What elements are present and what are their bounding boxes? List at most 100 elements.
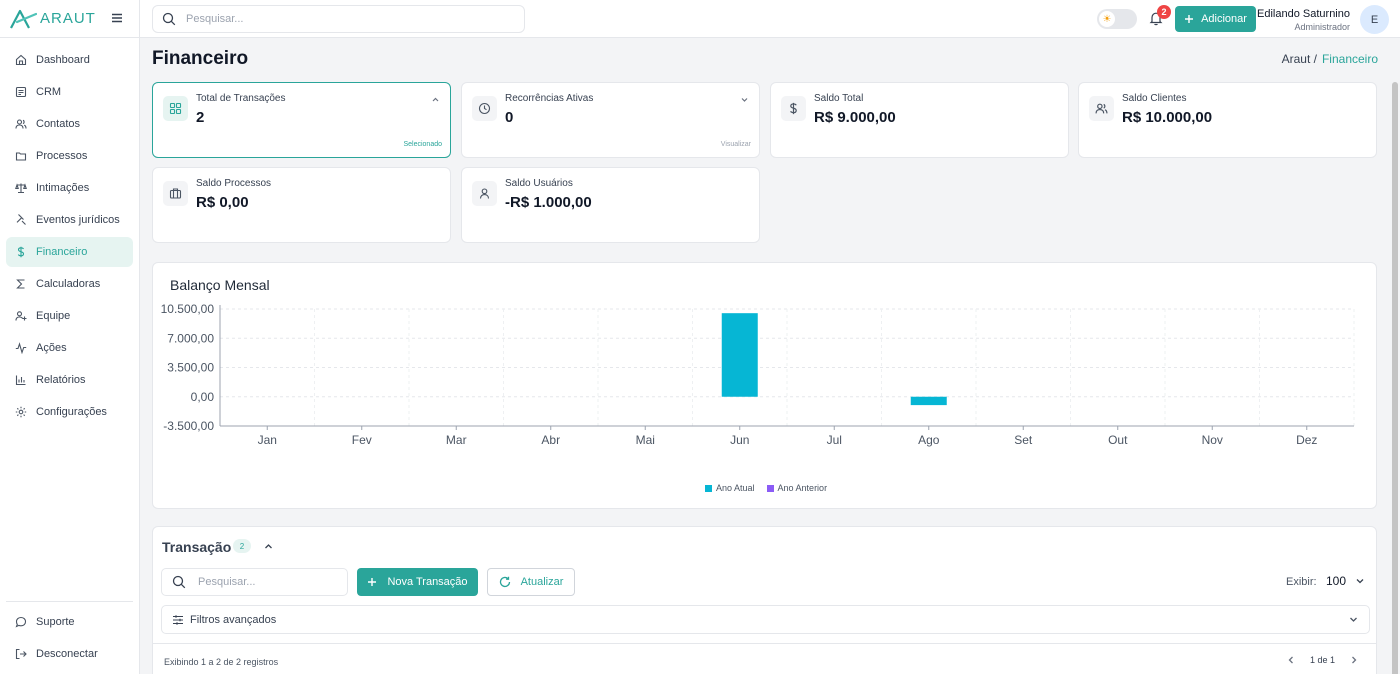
stat-card-total-transacoes[interactable]: Total de Transações 2 Selecionado — [152, 82, 451, 158]
sliders-icon — [173, 614, 183, 625]
sidebar-item-desconectar[interactable]: Desconectar — [6, 639, 133, 669]
clock-icon — [472, 96, 497, 121]
stat-card-recorrencias-ativas[interactable]: Recorrências Ativas 0 Visualizar — [461, 82, 760, 158]
folder-icon — [15, 152, 27, 161]
stat-value: R$ 9.000,00 — [814, 109, 896, 126]
user-plus-icon — [15, 311, 27, 321]
transactions-search[interactable] — [161, 568, 348, 596]
scale-icon — [15, 183, 27, 194]
sidebar-item-label: Intimações — [36, 182, 90, 194]
add-button[interactable]: Adicionar — [1175, 6, 1256, 32]
user-icon — [472, 181, 497, 206]
legend-item-ano-atual[interactable]: Ano Atual — [705, 483, 755, 493]
theme-toggle[interactable]: ☀ — [1097, 9, 1137, 29]
refresh-button[interactable]: Atualizar — [487, 568, 575, 596]
sidebar-item-suporte[interactable]: Suporte — [6, 607, 133, 637]
records-info: Exibindo 1 a 2 de 2 registros — [164, 657, 279, 667]
stat-label: Saldo Usuários — [505, 178, 573, 189]
page-indicator: 1 de 1 — [1310, 655, 1336, 665]
sidebar-item-label: Contatos — [36, 118, 81, 130]
x-tick-label: Jul — [827, 433, 842, 447]
chevron-up-icon[interactable] — [263, 541, 274, 552]
x-tick-label: Abr — [541, 433, 560, 447]
sidebar-item-label: Ações — [36, 342, 67, 354]
sidebar-item-label: Calculadoras — [36, 278, 101, 290]
legend-swatch — [766, 485, 774, 492]
page-size-select[interactable]: 100 — [1326, 574, 1365, 588]
users-icon — [1089, 96, 1114, 121]
sidebar-item-configuracoes[interactable]: Configurações — [6, 397, 133, 427]
stat-value: -R$ 1.000,00 — [505, 194, 592, 211]
chart-legend: Ano Atual Ano Anterior — [705, 483, 827, 493]
sidebar-item-intimacoes[interactable]: Intimações — [6, 173, 133, 203]
legend-swatch — [705, 485, 712, 492]
sidebar-item-label: Desconectar — [36, 648, 98, 660]
sidebar-item-financeiro[interactable]: Financeiro — [6, 237, 133, 267]
page-size-label: Exibir: — [1286, 576, 1317, 588]
transactions-card: Transação 2 Nova Transação Atualizar Exi… — [152, 526, 1377, 674]
dollar-icon — [781, 96, 806, 121]
breadcrumb-current: Financeiro — [1321, 52, 1378, 66]
stat-label: Saldo Clientes — [1122, 93, 1187, 104]
global-search[interactable] — [152, 5, 525, 33]
sidebar-bottom: Suporte Desconectar — [6, 601, 133, 671]
sidebar-item-label: Relatórios — [36, 374, 86, 386]
breadcrumb-root[interactable]: Araut / — [1281, 52, 1317, 66]
stat-label: Saldo Processos — [196, 178, 272, 189]
sidebar-item-calculadoras[interactable]: Calculadoras — [6, 269, 133, 299]
sidebar-item-relatorios[interactable]: Relatórios — [6, 365, 133, 395]
sidebar-item-processos[interactable]: Processos — [6, 141, 133, 171]
bar-ano-atual-ago — [910, 396, 947, 406]
transactions-search-input[interactable] — [198, 576, 338, 588]
stat-card-saldo-total: Saldo Total R$ 9.000,00 — [770, 82, 1069, 158]
transactions-count-badge: 2 — [233, 539, 251, 553]
sidebar-item-crm[interactable]: CRM — [6, 77, 133, 107]
transactions-title: Transação — [162, 539, 232, 555]
sidebar-item-contatos[interactable]: Contatos — [6, 109, 133, 139]
legend-item-ano-anterior[interactable]: Ano Anterior — [766, 483, 827, 493]
plus-icon — [368, 578, 377, 586]
logout-icon — [15, 648, 27, 660]
monthly-balance-chart: 10.500,00 7.000,00 3.500,00 0,00 -3.500,00 Ja… — [161, 302, 1355, 447]
advanced-filters[interactable]: Filtros avançados — [161, 605, 1370, 634]
gavel-icon — [16, 214, 26, 225]
sidebar-item-label: CRM — [36, 86, 62, 98]
chevron-right-icon[interactable] — [1349, 655, 1359, 665]
sidebar-item-acoes[interactable]: Ações — [6, 333, 133, 363]
logo[interactable]: ARAUT — [0, 0, 139, 38]
scrollbar-thumb[interactable] — [1392, 82, 1398, 674]
logo-text: ARAUT — [40, 10, 96, 27]
plus-icon — [1185, 15, 1194, 23]
page-title: Financeiro — [152, 48, 249, 69]
chevron-up-icon — [432, 97, 439, 102]
grid-icon — [163, 96, 188, 121]
stat-value: 2 — [196, 109, 205, 126]
x-tick-label: Fev — [352, 433, 372, 447]
chevron-left-icon[interactable] — [1286, 655, 1296, 665]
page-scrollbar[interactable] — [1390, 38, 1400, 674]
sidebar-item-label: Equipe — [36, 310, 71, 322]
menu-toggle-icon[interactable] — [110, 11, 124, 25]
new-transaction-label: Nova Transação — [387, 576, 468, 588]
notification-badge: 2 — [1157, 5, 1171, 19]
search-icon — [162, 12, 176, 26]
stat-value: R$ 0,00 — [196, 194, 249, 211]
sidebar-item-label: Processos — [36, 150, 88, 162]
crm-icon — [15, 86, 27, 98]
avatar[interactable]: E — [1360, 5, 1389, 34]
pagination: 1 de 1 — [1286, 655, 1359, 665]
new-transaction-button[interactable]: Nova Transação — [357, 568, 478, 596]
divider — [153, 643, 1376, 644]
monthly-balance-card: Balanço Mensal 10.500,00 7.000,00 3.500,00… — [152, 262, 1377, 509]
chevron-down-icon — [1350, 617, 1357, 622]
global-search-input[interactable] — [186, 13, 486, 25]
sidebar-item-label: Dashboard — [36, 54, 90, 66]
sidebar-item-dashboard[interactable]: Dashboard — [6, 45, 133, 75]
chevron-down-icon — [741, 98, 748, 102]
sidebar-item-eventos-juridicos[interactable]: Eventos jurídicos — [6, 205, 133, 235]
sigma-icon — [16, 279, 25, 289]
x-tick-label: Dez — [1296, 433, 1317, 447]
logo-mark-icon — [10, 9, 37, 29]
stat-label: Saldo Total — [814, 93, 864, 104]
sidebar-item-equipe[interactable]: Equipe — [6, 301, 133, 331]
